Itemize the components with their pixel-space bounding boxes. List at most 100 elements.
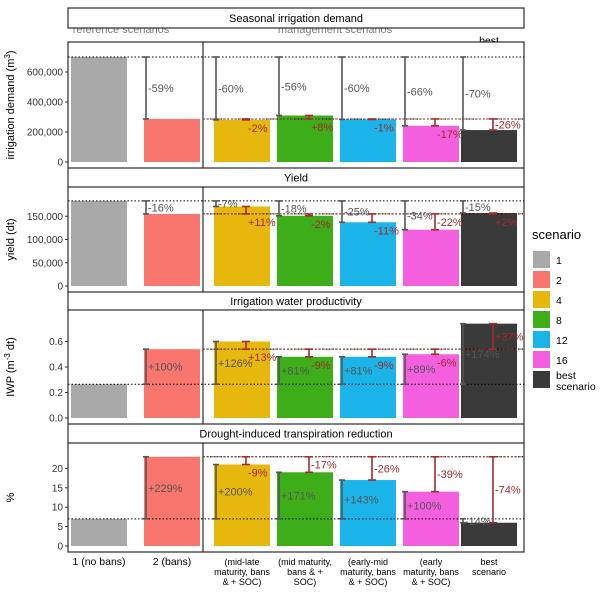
change-label-vs-2: -17% [437,129,463,141]
change-label-vs-1: +89% [407,364,436,376]
bar-12 [340,119,396,162]
y-tick-label: 0 [57,158,63,169]
change-label-vs-2: -6% [437,357,457,369]
change-label-vs-1: +229% [148,483,183,495]
legend-swatch [533,371,550,388]
bar-4 [214,119,270,162]
change-label-vs-1: +81% [281,366,310,378]
legend-label: best scenario [556,370,596,393]
bar-12 [340,222,396,286]
change-label-vs-2: +37% [495,331,524,343]
bar-8 [277,472,333,546]
change-label-vs-2: -2% [311,219,331,231]
change-label-vs-2: -22% [437,217,463,229]
change-label-vs-2: -2% [248,123,268,135]
change-label-vs-1: +174% [465,349,500,361]
change-label-vs-1: -25% [344,207,370,219]
bar-4 [214,206,270,286]
y-tick-label: 20 [52,464,64,475]
bar-4 [214,341,270,418]
change-label-vs-1: -70% [465,89,491,101]
y-tick-label: 50,000 [32,258,63,269]
legend-label: 8 [556,315,562,327]
change-label-vs-2: -74% [495,485,521,497]
x-label: (mid-late maturity, bans & + SOC) [214,557,270,587]
change-label-vs-1: -16% [148,202,174,214]
y-tick-label: 100,000 [27,235,64,246]
x-axis-labels: 1 (no bans) 2 (bans) (mid-late maturity, ba… [72,556,506,587]
change-label-vs-2: -26% [374,463,400,475]
legend-title: scenario [532,227,581,242]
change-label-vs-2: -9% [311,360,331,372]
bar-2 [144,118,200,162]
legend-swatch [533,271,550,288]
legend-label: 2 [556,275,562,287]
change-label-vs-1: +200% [218,487,253,499]
change-label-vs-2: -1% [374,122,394,134]
y-axis-label: % [5,492,17,502]
bar-16 [403,354,459,418]
y-tick-label: 0.6 [49,337,63,348]
y-tick-label: 200,000 [27,128,64,139]
x-label: (mid maturity, bans & + SOC) [278,557,332,587]
change-label-vs-2: +11% [248,217,276,229]
change-label-vs-1: -7% [218,199,238,211]
change-label-vs-2: +13% [248,352,277,364]
x-label: (early-mid maturity, bans & + SOC) [340,557,396,587]
x-label: 1 (no bans) [72,556,125,568]
bar-best-scenario [461,130,517,162]
bar-1 [71,200,127,286]
change-label-vs-1: -56% [281,81,307,93]
y-tick-label: 0.0 [49,414,63,425]
panel-4: Drought-induced transpiration reduction 0… [5,423,525,553]
y-tick-label: 15 [52,483,64,494]
y-tick-label: 400,000 [27,98,64,109]
y-tick-label: 150,000 [27,212,64,223]
bar-8 [277,115,333,162]
change-label-vs-1: -15% [465,202,491,214]
panel-title: Drought-induced transpiration reduction [199,429,392,441]
x-label: (early maturity, bans & + SOC) [403,557,459,587]
change-label-vs-2: +8% [311,122,334,134]
change-label-vs-1: +81% [344,366,373,378]
panel-title: Seasonal irrigation demand [229,13,363,25]
change-label-vs-1: -59% [148,83,174,95]
bar-best-scenario [461,212,517,286]
change-label-vs-1: -60% [218,83,244,95]
change-label-vs-2: -9% [374,360,394,372]
change-label-vs-1: +143% [344,494,379,506]
change-label-vs-2: +2% [495,217,518,229]
y-tick-label: 0 [57,542,63,553]
change-label-vs-2: -26% [495,120,521,132]
legend-label: 12 [556,335,568,347]
legend-label: 1 [556,255,562,267]
legend-swatch [533,331,550,348]
legend-swatch [533,351,550,368]
bar-2 [144,456,200,546]
legend-label: 16 [556,355,568,367]
panel-strip [67,7,525,29]
panel-2: Yield 0 50,000 100,000 150,000 yield (dt) -16%… [5,167,525,293]
bar-8 [277,356,333,418]
y-axis-label: yield (dt) [5,218,17,260]
y-tick-label: 0 [57,282,63,293]
y-axis-label: IWP (m-3 dt) [3,337,17,397]
change-label-vs-1: +171% [281,491,316,503]
y-tick-label: 5 [57,522,63,533]
bar-1 [71,384,127,418]
bar-best-scenario [461,323,517,418]
x-label: best scenario [472,557,506,577]
change-label-vs-2: -11% [374,225,399,237]
x-label: 2 (bans) [153,556,192,568]
change-label-vs-2: -17% [311,460,337,472]
change-label-vs-1: -66% [407,86,433,98]
bar-1 [71,518,127,546]
change-label-vs-1: -18% [281,203,307,215]
change-label-vs-1: +126% [218,358,253,370]
change-label-vs-2: -9% [248,468,268,480]
bar-best-scenario [461,522,517,546]
panel-1: Seasonal irrigation demand 0 200,000 400,00… [3,7,525,169]
bar-8 [277,215,333,286]
y-tick-label: 10 [52,503,64,514]
